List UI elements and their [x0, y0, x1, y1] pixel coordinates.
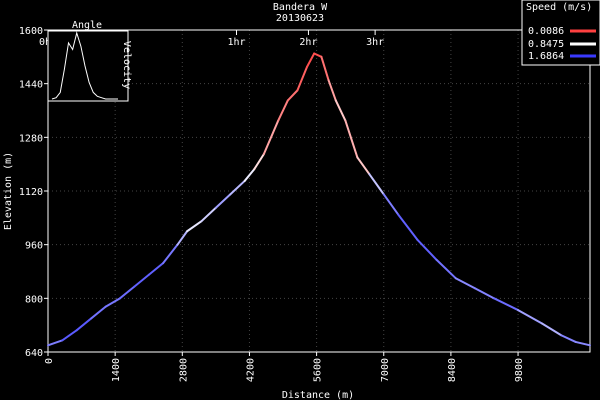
- x-tick-label: 9800: [514, 358, 525, 382]
- x-tick-label: 8400: [447, 358, 458, 382]
- x-tick-label: 7000: [380, 358, 391, 382]
- elevation-segment: [61, 329, 78, 342]
- legend-label-2: 1.6864: [528, 51, 564, 62]
- elevation-segment: [147, 262, 165, 276]
- chart-title: Bandera W: [273, 2, 328, 13]
- y-tick-label: 1120: [19, 187, 43, 198]
- elevation-segment: [162, 243, 179, 265]
- elevation-series: [47, 52, 591, 347]
- elevation-segment: [262, 119, 280, 156]
- chart-subtitle: 20130623: [276, 13, 324, 24]
- elevation-segment: [382, 193, 400, 216]
- elevation-segment: [104, 297, 121, 308]
- elevation-segment: [186, 220, 203, 233]
- elevation-segment: [320, 55, 330, 82]
- angle-inset: Angle Velocity: [47, 20, 132, 102]
- elevation-segment: [334, 99, 347, 122]
- elevation-segment: [541, 322, 563, 337]
- x-tick-label: 2800: [178, 358, 189, 382]
- elevation-segment: [176, 230, 189, 246]
- elevation-segment: [435, 258, 457, 280]
- elevation-segment: [277, 99, 289, 122]
- elevation-segment: [90, 305, 107, 320]
- legend-label-0: 0.0086: [528, 26, 564, 37]
- y-tick-label: 1600: [19, 26, 43, 37]
- speed-legend: Speed (m/s) 0.0086 0.8475 1.6864: [521, 0, 600, 66]
- legend-title: Speed (m/s): [526, 2, 592, 13]
- x-tick-label: 5600: [313, 358, 324, 382]
- y-axis-label: Elevation (m): [3, 152, 14, 230]
- time-tick-label: 3hr: [366, 37, 384, 48]
- elevation-segment: [574, 340, 591, 347]
- y-tick-label: 640: [25, 348, 43, 359]
- elevation-segment: [200, 206, 217, 223]
- y-tick-label: 960: [25, 241, 43, 252]
- inset-right-label: Velocity: [121, 41, 132, 89]
- elevation-segment: [473, 287, 496, 300]
- elevation-segment: [243, 168, 256, 182]
- y-tick-label: 1280: [19, 133, 43, 144]
- inset-distribution-line: [51, 31, 118, 100]
- inset-frame: [47, 30, 129, 102]
- elevation-segment: [368, 173, 385, 196]
- x-axis-label: Distance (m): [282, 390, 354, 400]
- elevation-segment: [47, 339, 64, 347]
- x-axis-ticks: 0 1400 2800 4200 5600 7000 8400 9800: [44, 352, 525, 382]
- elevation-segment: [133, 273, 150, 288]
- elevation-segment: [118, 285, 136, 300]
- elevation-segment: [253, 153, 265, 171]
- elevation-segment: [286, 89, 299, 102]
- y-tick-label: 1440: [19, 80, 43, 91]
- inset-title: Angle: [72, 20, 102, 31]
- elevation-segment: [416, 238, 438, 261]
- elevation-segment: [493, 297, 520, 312]
- inset-series: [51, 31, 118, 100]
- elevation-segment: [560, 334, 577, 343]
- elevation-segment: [229, 179, 246, 196]
- elevation-segment: [454, 277, 476, 290]
- y-tick-label: 800: [25, 294, 43, 305]
- elevation-segment: [517, 309, 544, 325]
- elevation-segment: [214, 193, 232, 209]
- elevation-segment: [327, 79, 337, 102]
- elevation-segment: [75, 317, 93, 332]
- time-tick-label: 1hr: [227, 37, 245, 48]
- y-axis-ticks: 640 800 960 1120 1280 1440 1600: [19, 26, 48, 359]
- legend-label-1: 0.8475: [528, 39, 564, 50]
- elevation-segment: [397, 213, 419, 241]
- elevation-segment: [356, 156, 371, 176]
- elevation-segment: [296, 65, 309, 92]
- elevation-segment: [313, 52, 323, 58]
- x-tick-label: 4200: [245, 358, 256, 382]
- elevation-segment: [344, 119, 359, 159]
- elevation-segment: [306, 52, 316, 68]
- x-tick-label: 1400: [111, 358, 122, 382]
- x-tick-label: 0: [44, 358, 55, 364]
- time-tick-label: 2hr: [299, 37, 317, 48]
